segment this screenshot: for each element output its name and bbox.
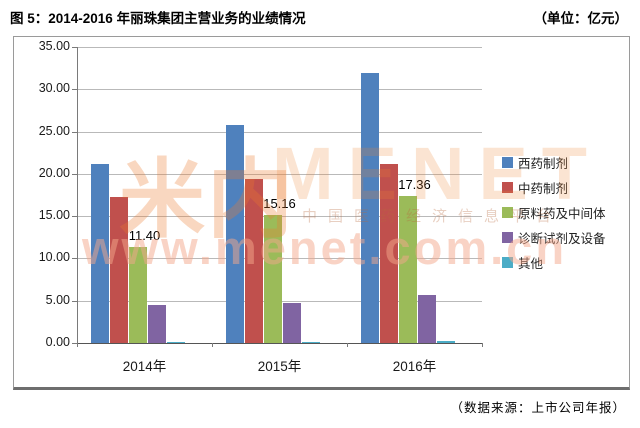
bar-西药制剂	[361, 73, 379, 343]
bar-value-label: 11.40	[128, 227, 161, 243]
y-axis-tick	[72, 216, 77, 218]
bar-chart: 0.00 5.00 10.00 15.00 20.00 25.00 30.00 35.00 11…	[14, 37, 629, 387]
x-axis-tick	[212, 343, 213, 347]
x-axis-category-label: 2015年	[257, 359, 302, 374]
y-axis-tick	[72, 173, 77, 175]
x-axis-line	[77, 343, 482, 344]
x-axis-category-label: 2014年	[122, 359, 167, 374]
legend-label: 诊断试剂及设备	[518, 232, 606, 246]
legend-item: 其他	[502, 253, 543, 272]
y-axis-tick	[72, 343, 77, 344]
y-axis-tick-label: 20.00	[38, 165, 70, 180]
bar-其他	[167, 341, 185, 343]
bar-诊断试剂及设备	[418, 294, 436, 343]
bar-中药制剂	[245, 178, 263, 343]
chart-frame: 0.00 5.00 10.00 15.00 20.00 25.00 30.00 35.00 11…	[13, 36, 630, 390]
y-axis-tick	[72, 258, 77, 260]
x-axis-category-label: 2016年	[392, 359, 437, 374]
bar-原料药及中间体	[264, 214, 282, 343]
legend-label: 原料药及中间体	[518, 207, 606, 221]
figure-unit: （单位：亿元）	[533, 11, 629, 26]
y-axis-tick-label: 10.00	[38, 250, 70, 265]
y-axis-tick-label: 35.00	[38, 39, 70, 53]
legend-swatch	[502, 182, 513, 193]
y-axis-tick	[72, 300, 77, 302]
y-axis-tick-label: 30.00	[38, 81, 70, 96]
legend-label: 中药制剂	[518, 182, 569, 196]
bar-诊断试剂及设备	[283, 303, 301, 343]
x-axis-tick	[347, 343, 348, 347]
y-axis-tick-label: 5.00	[45, 292, 70, 307]
gridline	[77, 173, 482, 175]
bar-value-label: 17.36	[398, 177, 431, 193]
bar-其他	[302, 341, 320, 343]
figure-header: 图 5：2014-2016 年丽珠集团主营业务的业绩情况 （单位：亿元）	[10, 7, 628, 27]
bar-中药制剂	[380, 163, 398, 343]
legend-item: 诊断试剂及设备	[502, 228, 606, 247]
legend-swatch	[502, 257, 513, 268]
bar-原料药及中间体	[129, 246, 147, 343]
legend-swatch	[502, 232, 513, 243]
x-axis-tick	[482, 343, 483, 347]
data-source-note: （数据来源：上市公司年报）	[450, 401, 626, 415]
legend-item: 西药制剂	[502, 153, 568, 172]
y-axis-tick	[72, 131, 77, 133]
y-axis-tick-label: 0.00	[45, 335, 70, 349]
bar-西药制剂	[226, 125, 244, 343]
bar-中药制剂	[110, 196, 128, 343]
figure-title: 图 5：2014-2016 年丽珠集团主营业务的业绩情况	[10, 11, 306, 26]
bar-原料药及中间体	[399, 196, 417, 343]
y-axis-tick-label: 15.00	[38, 208, 70, 223]
gridline	[77, 131, 482, 133]
y-axis-line	[77, 47, 78, 343]
x-axis-tick	[77, 343, 78, 347]
gridline	[77, 47, 482, 48]
gridline	[77, 89, 482, 91]
legend-item: 中药制剂	[502, 178, 568, 197]
bar-value-label: 15.16	[263, 195, 296, 211]
y-axis-tick-label: 25.00	[38, 123, 70, 138]
y-axis-tick	[72, 89, 77, 91]
bar-其他	[437, 341, 455, 343]
legend-label: 西药制剂	[518, 157, 569, 171]
legend-item: 原料药及中间体	[502, 203, 606, 222]
bar-西药制剂	[91, 163, 109, 343]
legend-label: 其他	[518, 257, 544, 271]
y-axis-tick	[72, 47, 77, 48]
legend-swatch	[502, 157, 513, 168]
bar-诊断试剂及设备	[148, 305, 166, 343]
legend-swatch	[502, 207, 513, 218]
